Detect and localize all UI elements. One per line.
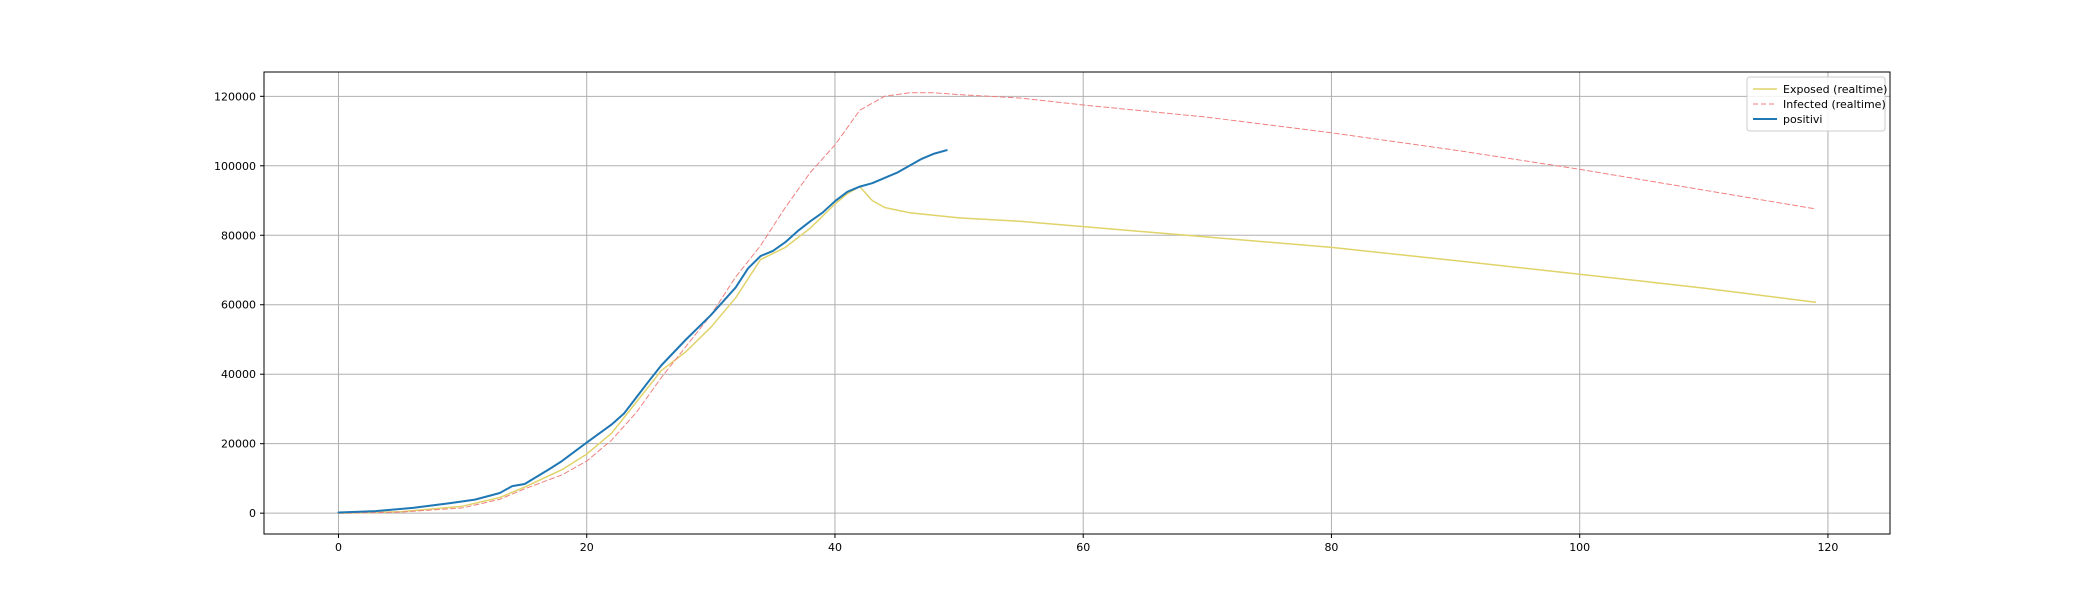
grid [264,72,1890,534]
x-tick-label: 120 [1817,541,1838,554]
series-line-positivi [337,149,948,514]
x-tick-label: 20 [580,541,594,554]
y-tick-label: 80000 [221,229,256,242]
axis-ticks: 0 20 40 60 80 100 120 0 20000 40000 60000 80000 1000… [214,90,1838,554]
y-tick-label: 100000 [214,160,256,173]
x-tick-label: 40 [828,541,842,554]
series-line-exposed-realtime [337,185,1817,514]
legend-box [1746,76,1886,132]
x-tick-label: 100 [1569,541,1590,554]
y-tick-label: 20000 [221,438,256,451]
y-tick-label: 40000 [221,368,256,381]
y-tick-label: 0 [249,507,256,520]
y-tick-label: 60000 [221,299,256,312]
plot-frame [263,71,1891,535]
series-layer [337,92,1817,514]
series-line-infected-realtime [338,92,1816,514]
y-tick-label: 120000 [214,90,256,103]
x-tick-label: 60 [1076,541,1090,554]
x-tick-label: 0 [335,541,342,554]
x-tick-label: 80 [1324,541,1338,554]
legend-label: Exposed (realtime) [1783,83,1887,96]
legend-label: positivi [1783,113,1822,126]
legend-label: Infected (realtime) [1783,98,1886,111]
legend: Exposed (realtime) Infected (realtime) pos… [1746,76,1887,132]
